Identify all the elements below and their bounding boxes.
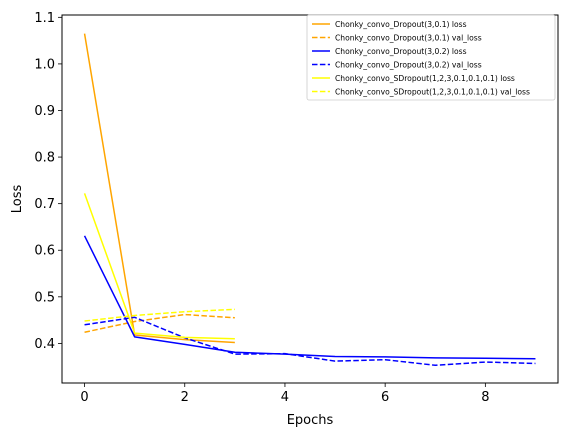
series-line-1 — [85, 315, 235, 333]
legend-entry-4: Chonky_convo_SDropout(1,2,3,0.1,0.1,0.1)… — [335, 74, 515, 83]
x-axis: 0 2 4 6 8 — [80, 383, 489, 405]
y-axis-label: Loss — [10, 185, 25, 214]
y-tick-label: 0.9 — [34, 104, 55, 119]
legend-entry-3: Chonky_convo_Dropout(3,0.2) val_loss — [335, 60, 482, 69]
legend: Chonky_convo_Dropout(3,0.1) loss Chonky_c… — [307, 15, 555, 100]
y-tick-label: 1.1 — [34, 11, 55, 26]
y-tick-label: 1.0 — [34, 57, 55, 72]
series-line-0 — [85, 34, 235, 343]
x-tick-label: 6 — [381, 390, 389, 405]
legend-entry-0: Chonky_convo_Dropout(3,0.1) loss — [335, 20, 467, 29]
legend-entry-2: Chonky_convo_Dropout(3,0.2) loss — [335, 47, 467, 56]
y-tick-label: 0.7 — [34, 197, 55, 212]
x-axis-label: Epochs — [287, 413, 334, 428]
x-tick-label: 8 — [481, 390, 489, 405]
legend-entry-5: Chonky_convo_SDropout(1,2,3,0.1,0.1,0.1)… — [335, 87, 530, 96]
y-tick-label: 0.5 — [34, 290, 55, 305]
series-line-5 — [85, 309, 235, 321]
y-tick-label: 0.6 — [34, 244, 55, 259]
legend-entry-1: Chonky_convo_Dropout(3,0.1) val_loss — [335, 33, 482, 42]
series-line-2 — [85, 236, 536, 359]
x-tick-label: 4 — [281, 390, 289, 405]
x-tick-label: 2 — [181, 390, 189, 405]
y-axis: 0.4 0.5 0.6 0.7 0.8 0.9 1.0 1.1 — [34, 11, 62, 352]
x-tick-label: 0 — [80, 390, 88, 405]
y-tick-label: 0.4 — [34, 337, 55, 352]
y-tick-label: 0.8 — [34, 151, 55, 166]
